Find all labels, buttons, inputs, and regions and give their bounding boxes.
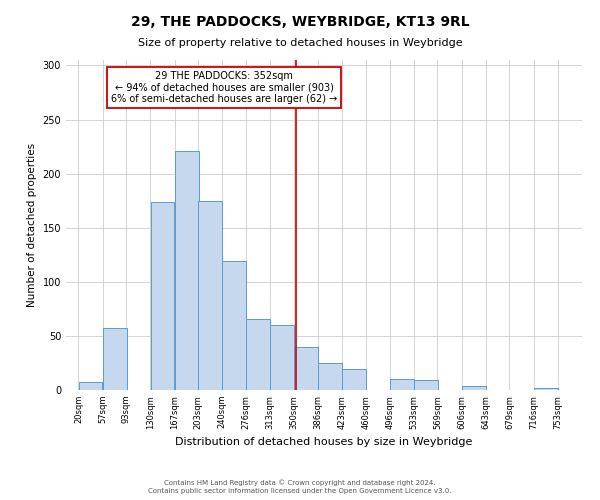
Y-axis label: Number of detached properties: Number of detached properties bbox=[27, 143, 37, 307]
Bar bbox=[246, 318, 270, 390]
Bar bbox=[175, 151, 199, 390]
Bar bbox=[103, 328, 127, 390]
Bar bbox=[223, 261, 247, 390]
Bar bbox=[151, 202, 175, 390]
Text: 29 THE PADDOCKS: 352sqm
← 94% of detached houses are smaller (903)
6% of semi-de: 29 THE PADDOCKS: 352sqm ← 94% of detache… bbox=[111, 71, 337, 104]
Bar bbox=[462, 386, 485, 390]
Text: Size of property relative to detached houses in Weybridge: Size of property relative to detached ho… bbox=[137, 38, 463, 48]
Bar bbox=[390, 379, 414, 390]
Bar bbox=[414, 380, 438, 390]
Bar bbox=[318, 363, 342, 390]
Bar bbox=[198, 200, 222, 390]
X-axis label: Distribution of detached houses by size in Weybridge: Distribution of detached houses by size … bbox=[175, 437, 473, 447]
Bar bbox=[270, 325, 294, 390]
Bar bbox=[342, 370, 366, 390]
Text: 29, THE PADDOCKS, WEYBRIDGE, KT13 9RL: 29, THE PADDOCKS, WEYBRIDGE, KT13 9RL bbox=[131, 15, 469, 29]
Bar bbox=[295, 346, 318, 390]
Text: Contains HM Land Registry data © Crown copyright and database right 2024.
Contai: Contains HM Land Registry data © Crown c… bbox=[148, 479, 452, 494]
Bar bbox=[79, 382, 103, 390]
Bar bbox=[534, 388, 557, 390]
